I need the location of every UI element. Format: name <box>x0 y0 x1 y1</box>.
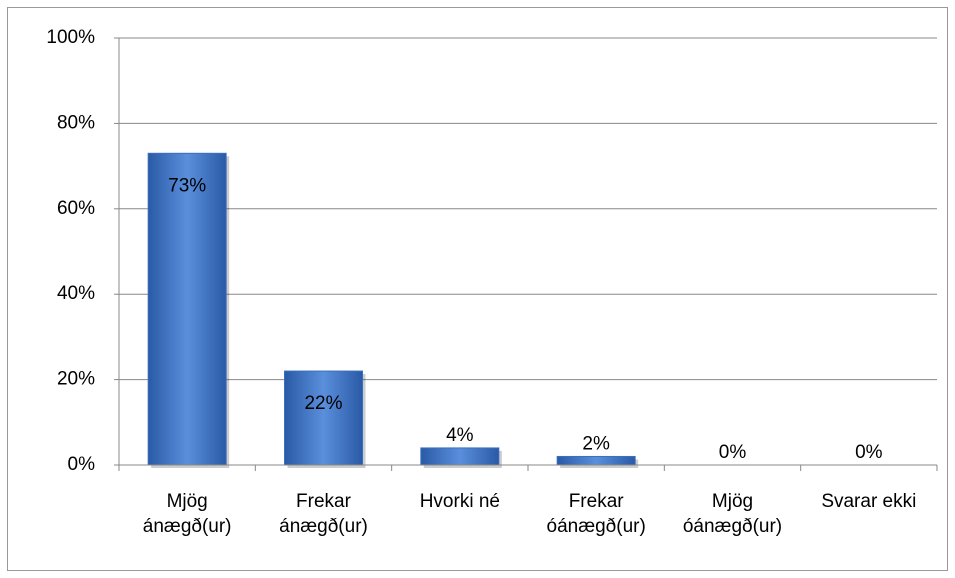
x-tick-label: Frekar óánægð(ur) <box>546 491 646 537</box>
x-tick-label: Hvorki né <box>419 491 500 512</box>
x-tick-label: Mjög óánægð(ur) <box>682 491 783 537</box>
y-tick-label: 40% <box>57 283 95 304</box>
x-tick-label: Mjög ánægð(ur) <box>142 491 232 537</box>
bar <box>420 447 500 466</box>
y-tick-label: 60% <box>57 198 95 219</box>
data-label: 0% <box>719 442 747 463</box>
bar <box>556 455 636 466</box>
data-label: 0% <box>855 442 883 463</box>
y-tick-label: 0% <box>68 454 96 475</box>
x-tick-label: Frekar ánægð(ur) <box>279 491 368 537</box>
data-label: 22% <box>304 393 342 414</box>
x-tick-label: Svarar ekki <box>821 491 917 512</box>
data-label: 4% <box>446 425 474 446</box>
y-tick-label: 100% <box>46 27 95 48</box>
bar <box>147 152 227 466</box>
y-tick-label: 20% <box>57 369 95 390</box>
y-tick-label: 80% <box>57 112 95 133</box>
bar <box>284 370 363 466</box>
data-label: 73% <box>168 175 206 196</box>
data-label: 2% <box>582 433 610 454</box>
